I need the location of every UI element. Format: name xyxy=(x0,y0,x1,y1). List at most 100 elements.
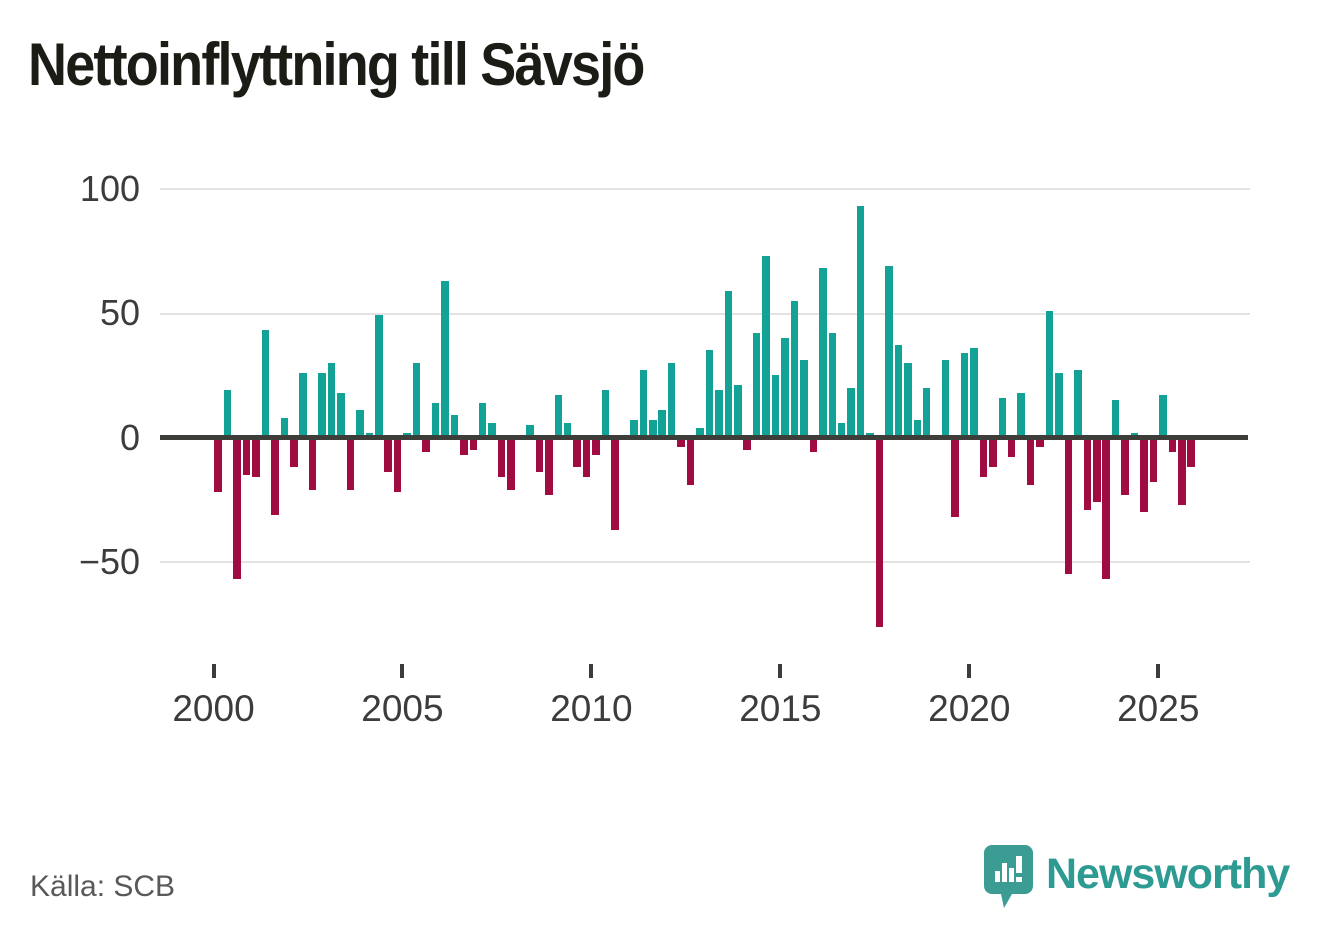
bar-2019-q3 xyxy=(951,437,959,518)
bar-2003-q3 xyxy=(346,437,355,490)
bar-2025-q2 xyxy=(1168,437,1177,453)
bar-2000-q3 xyxy=(233,437,241,580)
bar-2015-q4 xyxy=(809,437,818,453)
bar-2025-q3 xyxy=(1178,437,1186,505)
bar-2019-q2 xyxy=(941,360,950,438)
bar-2022-q3 xyxy=(1064,437,1073,575)
bar-2015-q3 xyxy=(800,360,808,438)
bar-2001-q4 xyxy=(280,417,289,438)
x-axis-label-2000: 2000 xyxy=(172,688,255,729)
bar-2005-q4 xyxy=(431,402,440,438)
bar-2002-q3 xyxy=(308,437,317,490)
bar-2015-q2 xyxy=(790,300,799,438)
x-axis-label-2015: 2015 xyxy=(739,688,822,729)
bar-2004-q3 xyxy=(384,437,392,473)
bar-2001-q3 xyxy=(271,437,279,515)
bar-2020-q3 xyxy=(989,437,997,468)
bar-2001-q2 xyxy=(261,330,270,438)
bar-2023-q2 xyxy=(1093,437,1101,503)
bar-2024-q3 xyxy=(1140,437,1148,513)
gridline-y-50 xyxy=(160,561,1250,563)
y-axis-label--50: −50 xyxy=(78,540,140,582)
bar-2025-q1 xyxy=(1159,395,1167,438)
bar-2013-q1 xyxy=(705,350,714,438)
bar-2016-q2 xyxy=(828,332,836,438)
y-axis-label-0: 0 xyxy=(119,416,140,458)
x-axis-tick-2025 xyxy=(1156,664,1161,678)
bar-2018-q2 xyxy=(904,362,912,438)
bar-2016-q1 xyxy=(819,268,827,438)
bar-2009-q4 xyxy=(582,437,591,478)
x-axis-label-2005: 2005 xyxy=(361,688,444,729)
bar-2014-q4 xyxy=(771,375,780,438)
bar-2021-q4 xyxy=(1036,437,1044,448)
bar-2004-q4 xyxy=(393,437,402,493)
bar-2020-q2 xyxy=(979,437,988,478)
bar-2006-q2 xyxy=(450,415,459,438)
bar-2012-q1 xyxy=(667,362,676,438)
bar-2013-q4 xyxy=(734,385,742,438)
bar-2018-q4 xyxy=(922,387,931,438)
gridline-y100 xyxy=(160,188,1250,190)
bar-2005-q2 xyxy=(412,362,421,438)
bar-2012-q3 xyxy=(686,437,695,485)
bar-2002-q4 xyxy=(318,372,326,438)
source-label: Källa: SCB xyxy=(30,870,176,903)
bar-2003-q1 xyxy=(327,362,336,438)
bar-2000-q4 xyxy=(242,437,251,475)
bar-2017-q3 xyxy=(875,437,884,627)
bar-2011-q2 xyxy=(639,370,648,438)
bar-2000-q2 xyxy=(223,390,232,438)
x-axis-zero-line xyxy=(160,435,1248,440)
bar-2012-q2 xyxy=(677,437,685,448)
x-axis-tick-2020 xyxy=(967,664,972,678)
bar-2008-q4 xyxy=(545,437,553,495)
bar-2023-q4 xyxy=(1111,400,1120,438)
bar-2020-q1 xyxy=(970,347,978,438)
bar-2014-q1 xyxy=(743,437,751,450)
bar-2014-q2 xyxy=(752,332,761,438)
bar-2013-q3 xyxy=(724,290,733,438)
bar-2011-q3 xyxy=(649,420,657,438)
bar-2005-q3 xyxy=(422,437,430,453)
bar-2023-q3 xyxy=(1102,437,1110,580)
x-axis-label-2020: 2020 xyxy=(928,688,1011,729)
bar-2012-q4 xyxy=(696,427,704,438)
bar-2000-q1 xyxy=(214,437,222,493)
bar-2003-q4 xyxy=(356,410,364,438)
bar-2002-q2 xyxy=(299,372,307,438)
bar-2025-q4 xyxy=(1187,437,1195,468)
bar-2021-q2 xyxy=(1017,392,1025,438)
bar-2003-q2 xyxy=(337,392,345,438)
bar-2006-q3 xyxy=(460,437,468,455)
bar-2002-q1 xyxy=(290,437,298,468)
bar-2024-q1 xyxy=(1121,437,1129,495)
bar-2008-q3 xyxy=(535,437,544,473)
bar-2021-q3 xyxy=(1026,437,1035,485)
bar-2022-q2 xyxy=(1055,372,1063,438)
x-axis-tick-2000 xyxy=(211,664,216,678)
bar-2014-q3 xyxy=(762,255,770,438)
bar-2024-q4 xyxy=(1149,437,1158,483)
y-axis-label-50: 50 xyxy=(99,292,140,333)
newsworthy-pin-barchart-icon xyxy=(984,845,1033,908)
bar-2011-q4 xyxy=(658,410,666,438)
bar-2008-q2 xyxy=(526,425,534,438)
y-axis-label-100: 100 xyxy=(79,168,140,209)
bar-2016-q3 xyxy=(837,422,846,438)
bar-2022-q4 xyxy=(1074,370,1082,438)
bar-2007-q1 xyxy=(478,402,487,438)
bar-2018-q1 xyxy=(894,345,903,438)
bar-2023-q1 xyxy=(1083,437,1092,510)
bar-2017-q1 xyxy=(856,205,865,438)
bar-2007-q4 xyxy=(507,437,515,490)
bar-2009-q3 xyxy=(573,437,581,468)
bar-2011-q1 xyxy=(630,420,638,438)
bar-2018-q3 xyxy=(913,420,922,438)
bar-2020-q4 xyxy=(998,397,1007,438)
bar-2009-q1 xyxy=(554,395,563,438)
bar-2006-q1 xyxy=(441,280,449,438)
x-axis-tick-2005 xyxy=(400,664,405,678)
bar-2010-q2 xyxy=(601,390,610,438)
